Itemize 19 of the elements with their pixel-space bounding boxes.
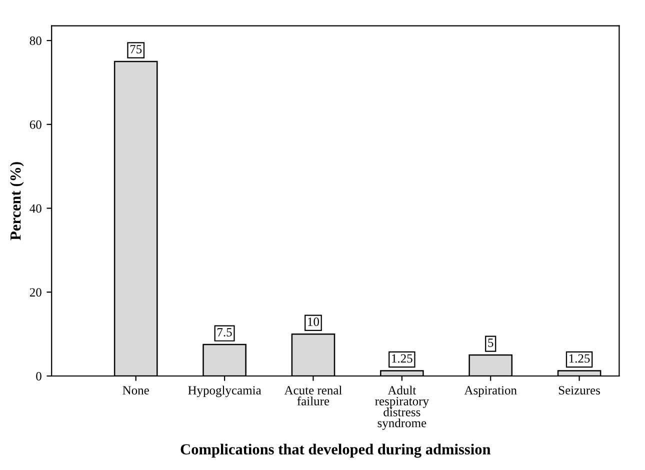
y-tick-label: 60 (30, 120, 42, 129)
data-label: 7.5 (218, 328, 232, 337)
data-label: 1.25 (569, 354, 590, 363)
y-axis-title: Percent (%) (10, 162, 24, 240)
x-tick-label: Hypoglycamia (188, 386, 262, 398)
y-tick-label: 0 (36, 372, 42, 380)
x-tick-label: Aspiration (464, 386, 517, 398)
data-label: 5 (488, 338, 494, 347)
x-tick-label: Adult respiratory distress syndrome (375, 386, 429, 430)
y-tick-label: 40 (30, 204, 42, 213)
x-tick-label: Seizures (558, 386, 600, 395)
data-label: 10 (308, 318, 319, 326)
data-label: 75 (130, 45, 142, 54)
x-tick-label: Acute renal failure (284, 386, 342, 406)
y-tick-label: 80 (30, 36, 42, 45)
y-tick-label: 20 (30, 288, 42, 297)
data-label: 1.25 (392, 354, 412, 363)
x-tick-label: None (122, 386, 149, 395)
x-axis-title: Complications that developed during admission (180, 444, 491, 458)
